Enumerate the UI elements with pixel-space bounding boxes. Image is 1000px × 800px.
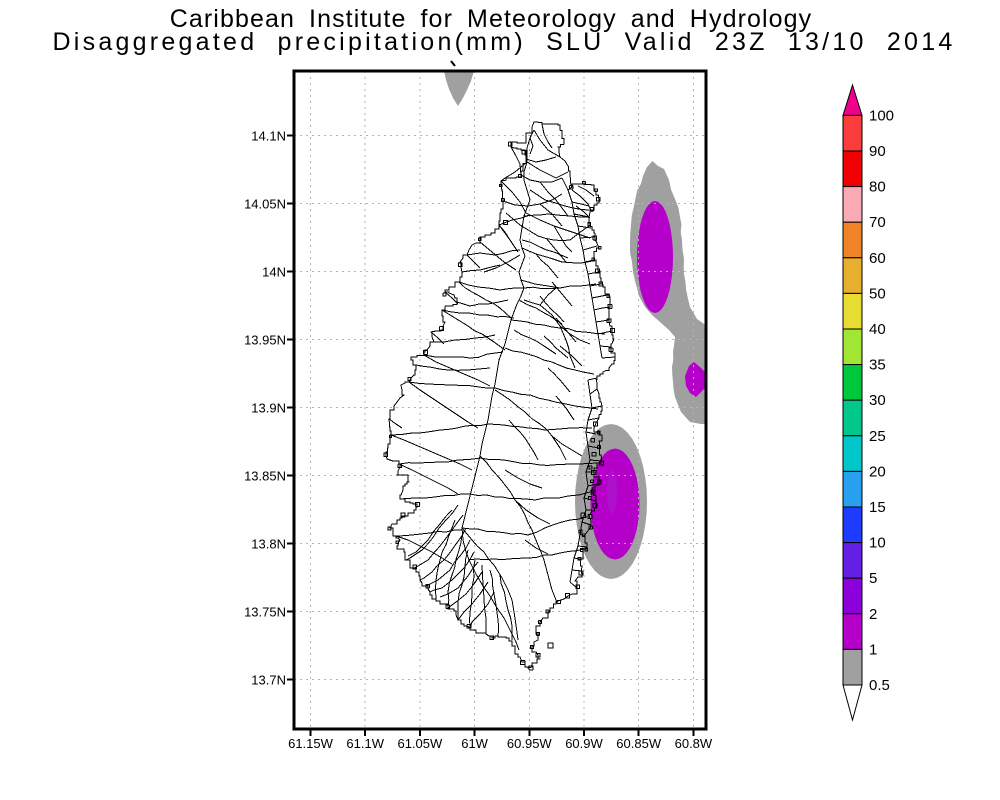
svg-text:80: 80 [869,179,886,196]
svg-text:100: 100 [869,107,894,124]
svg-text:13.9N: 13.9N [251,401,286,416]
svg-text:61.1W: 61.1W [346,736,384,751]
svg-text:60.8W: 60.8W [675,736,713,751]
svg-text:60.9W: 60.9W [565,736,603,751]
svg-text:60: 60 [869,250,886,267]
svg-text:13.85N: 13.85N [244,469,286,484]
svg-text:35: 35 [869,357,886,374]
svg-text:5: 5 [869,570,877,587]
svg-text:40: 40 [869,321,886,338]
svg-text:14.05N: 14.05N [244,197,286,212]
svg-text:14.1N: 14.1N [251,129,286,144]
svg-text:1: 1 [869,641,877,658]
svg-text:13.8N: 13.8N [251,537,286,552]
svg-text:14N: 14N [262,265,286,280]
svg-text:2: 2 [869,606,877,623]
svg-text:13.75N: 13.75N [244,605,286,620]
svg-text:61.05W: 61.05W [397,736,443,751]
svg-text:20: 20 [869,463,886,480]
svg-text:Caribbean Institute for Meteor: Caribbean Institute for Meteorology and … [170,5,813,33]
svg-text:13.95N: 13.95N [244,333,286,348]
svg-text:70: 70 [869,214,886,231]
svg-text:30: 30 [869,392,886,409]
svg-text:10: 10 [869,535,886,552]
svg-text:0.5: 0.5 [869,677,890,694]
svg-text:15: 15 [869,499,886,516]
svg-text:90: 90 [869,143,886,160]
svg-text:50: 50 [869,285,886,302]
svg-text:13.7N: 13.7N [251,673,286,688]
svg-text:60.95W: 60.95W [507,736,553,751]
svg-text:25: 25 [869,428,886,445]
svg-text:61.15W: 61.15W [288,736,334,751]
svg-text:60.85W: 60.85W [616,736,662,751]
svg-text:61W: 61W [461,736,488,751]
svg-text:Disaggregated precipitation(mm: Disaggregated precipitation(mm) SLU Vali… [52,28,955,56]
